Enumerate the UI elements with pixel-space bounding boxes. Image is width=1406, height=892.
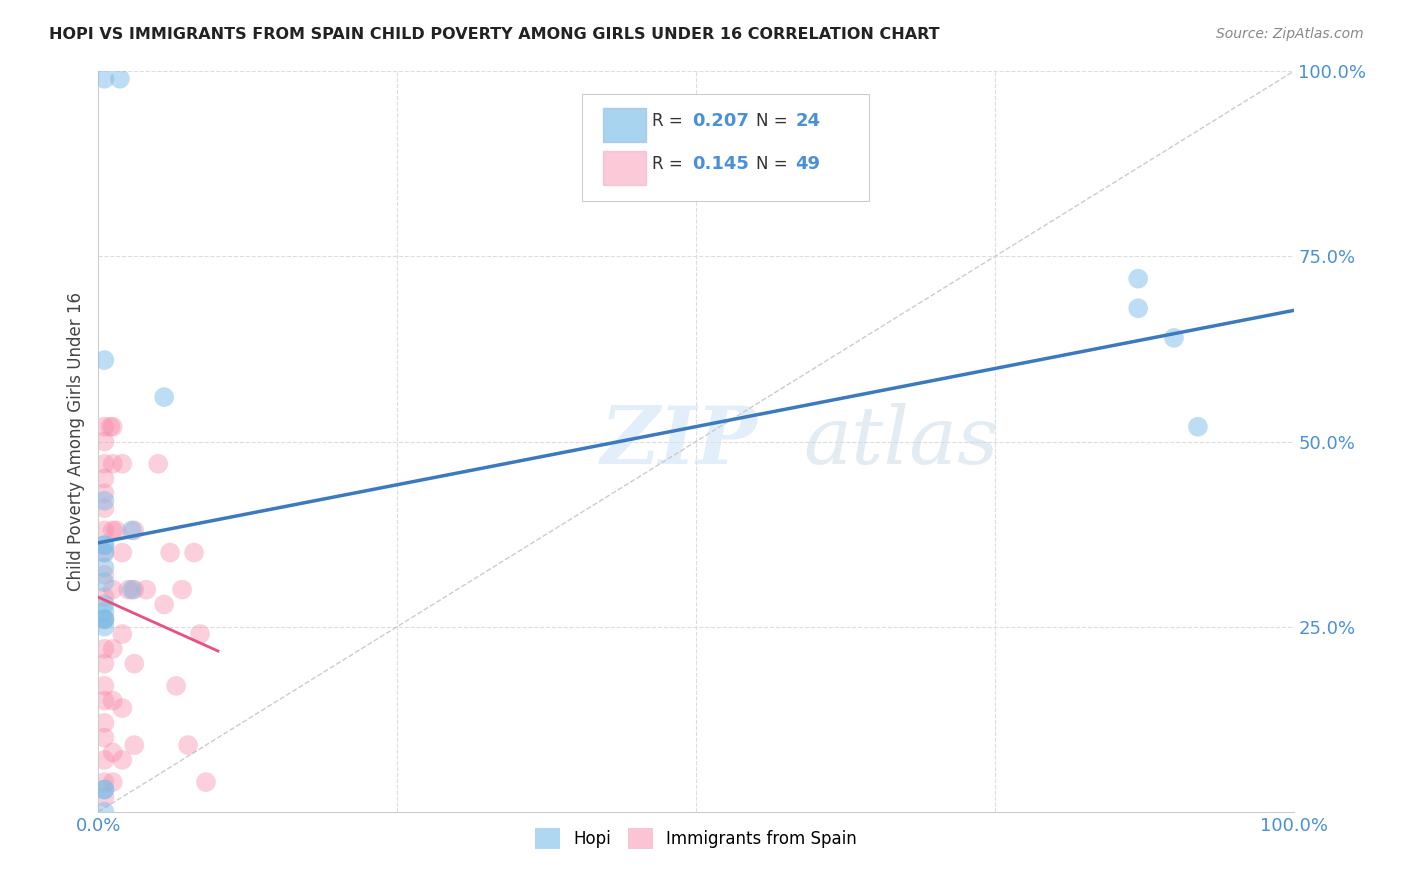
Point bbox=[135, 582, 157, 597]
Point bbox=[1163, 331, 1185, 345]
FancyBboxPatch shape bbox=[582, 94, 869, 201]
Point bbox=[101, 775, 124, 789]
Point bbox=[93, 753, 115, 767]
Legend: Hopi, Immigrants from Spain: Hopi, Immigrants from Spain bbox=[529, 822, 863, 855]
Point bbox=[101, 582, 124, 597]
Text: N =: N = bbox=[756, 155, 793, 173]
Point bbox=[101, 641, 124, 656]
Text: ZIP: ZIP bbox=[600, 403, 758, 480]
Point bbox=[111, 701, 134, 715]
Point bbox=[111, 546, 134, 560]
Point bbox=[93, 679, 115, 693]
Point bbox=[1128, 271, 1150, 285]
Point bbox=[111, 753, 134, 767]
Point bbox=[93, 612, 115, 626]
Point bbox=[108, 71, 131, 86]
Point bbox=[183, 546, 205, 560]
Point bbox=[93, 538, 115, 552]
Point bbox=[195, 775, 218, 789]
Point bbox=[101, 457, 124, 471]
Point bbox=[93, 493, 115, 508]
Point bbox=[111, 457, 134, 471]
Text: R =: R = bbox=[652, 112, 688, 130]
Text: 0.145: 0.145 bbox=[692, 155, 749, 173]
Point bbox=[93, 546, 115, 560]
Point bbox=[124, 582, 146, 597]
Point bbox=[93, 775, 115, 789]
Point bbox=[93, 612, 115, 626]
Point bbox=[172, 582, 194, 597]
Point bbox=[93, 605, 115, 619]
Point bbox=[105, 524, 128, 538]
Point bbox=[93, 567, 115, 582]
Point bbox=[93, 71, 115, 86]
Point bbox=[93, 590, 115, 604]
FancyBboxPatch shape bbox=[603, 151, 645, 185]
Point bbox=[121, 582, 143, 597]
Point bbox=[93, 486, 115, 500]
Point bbox=[93, 546, 115, 560]
Point bbox=[117, 582, 139, 597]
Text: 24: 24 bbox=[796, 112, 820, 130]
Point bbox=[93, 501, 115, 516]
Point bbox=[124, 738, 146, 752]
Point bbox=[93, 715, 115, 730]
Text: Source: ZipAtlas.com: Source: ZipAtlas.com bbox=[1216, 27, 1364, 41]
Point bbox=[1187, 419, 1209, 434]
Point bbox=[165, 679, 187, 693]
Point bbox=[93, 419, 115, 434]
Point bbox=[101, 419, 124, 434]
Point bbox=[93, 471, 115, 485]
Point bbox=[1128, 301, 1150, 316]
Point bbox=[101, 746, 124, 760]
Point bbox=[93, 805, 115, 819]
FancyBboxPatch shape bbox=[603, 109, 645, 143]
Point bbox=[93, 598, 115, 612]
Point bbox=[93, 560, 115, 574]
Text: 49: 49 bbox=[796, 155, 820, 173]
Point bbox=[124, 524, 146, 538]
Y-axis label: Child Poverty Among Girls Under 16: Child Poverty Among Girls Under 16 bbox=[66, 292, 84, 591]
Point bbox=[159, 546, 181, 560]
Point bbox=[188, 627, 211, 641]
Point bbox=[98, 419, 122, 434]
Point bbox=[93, 619, 115, 633]
Text: 0.207: 0.207 bbox=[692, 112, 749, 130]
Point bbox=[93, 789, 115, 804]
Point bbox=[93, 731, 115, 745]
Point bbox=[121, 524, 143, 538]
Point bbox=[93, 353, 115, 368]
Point bbox=[93, 612, 115, 626]
Point bbox=[93, 434, 115, 449]
Point bbox=[93, 657, 115, 671]
Point bbox=[148, 457, 170, 471]
Point bbox=[93, 538, 115, 552]
Point bbox=[93, 782, 115, 797]
Point bbox=[93, 575, 115, 590]
Point bbox=[93, 524, 115, 538]
Point bbox=[153, 598, 176, 612]
Point bbox=[93, 782, 115, 797]
Text: atlas: atlas bbox=[804, 403, 998, 480]
Point bbox=[101, 524, 124, 538]
Text: R =: R = bbox=[652, 155, 688, 173]
Text: N =: N = bbox=[756, 112, 793, 130]
Point bbox=[93, 694, 115, 708]
Point bbox=[177, 738, 200, 752]
Text: HOPI VS IMMIGRANTS FROM SPAIN CHILD POVERTY AMONG GIRLS UNDER 16 CORRELATION CHA: HOPI VS IMMIGRANTS FROM SPAIN CHILD POVE… bbox=[49, 27, 939, 42]
Point bbox=[93, 457, 115, 471]
Point bbox=[111, 627, 134, 641]
Point bbox=[153, 390, 176, 404]
Point bbox=[93, 641, 115, 656]
Point bbox=[101, 694, 124, 708]
Point bbox=[124, 657, 146, 671]
